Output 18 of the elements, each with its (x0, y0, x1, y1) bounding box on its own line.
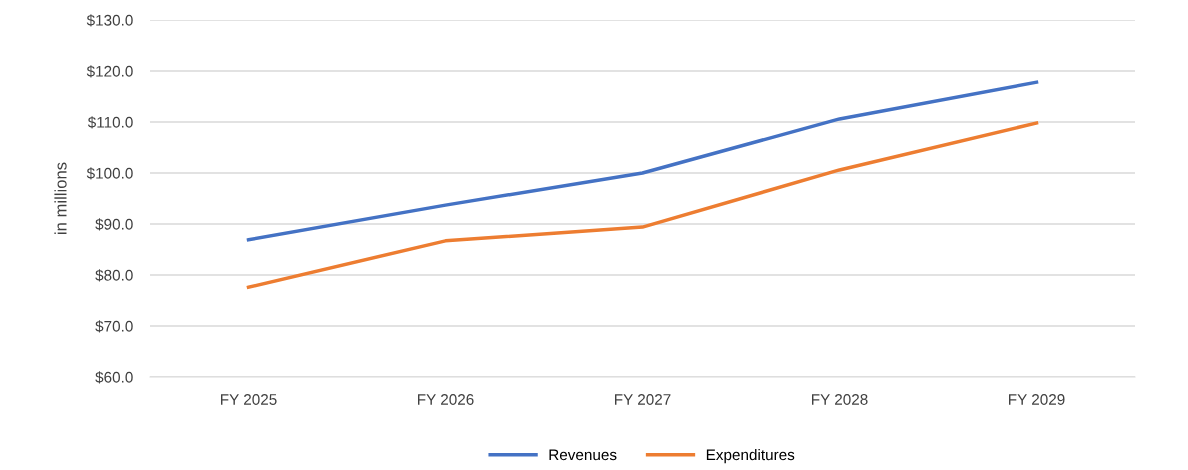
y-tick-label: $70.0 (95, 320, 133, 333)
x-tick-label: FY 2027 (615, 394, 671, 405)
y-tick-label: $90.0 (95, 218, 133, 231)
legend-label: Expenditures (706, 448, 795, 464)
y-tick-label: $110.0 (87, 116, 133, 129)
y-tick-label: $100.0 (86, 167, 133, 180)
x-tick-label: FY 2026 (418, 394, 474, 405)
x-tick-label: FY 2025 (221, 394, 277, 405)
y-tick-label: $80.0 (95, 269, 133, 282)
x-tick-label: FY 2029 (1009, 394, 1065, 405)
y-axis-title: in millions (54, 162, 67, 234)
y-tick-label: $130.0 (86, 14, 133, 27)
line-series (246, 121, 1039, 289)
y-tick-label: $60.0 (95, 371, 133, 384)
line-series (246, 80, 1039, 242)
x-tick-label: FY 2028 (812, 394, 868, 405)
y-tick-label: $120.0 (86, 65, 133, 78)
legend-label: Revenues (549, 449, 617, 461)
